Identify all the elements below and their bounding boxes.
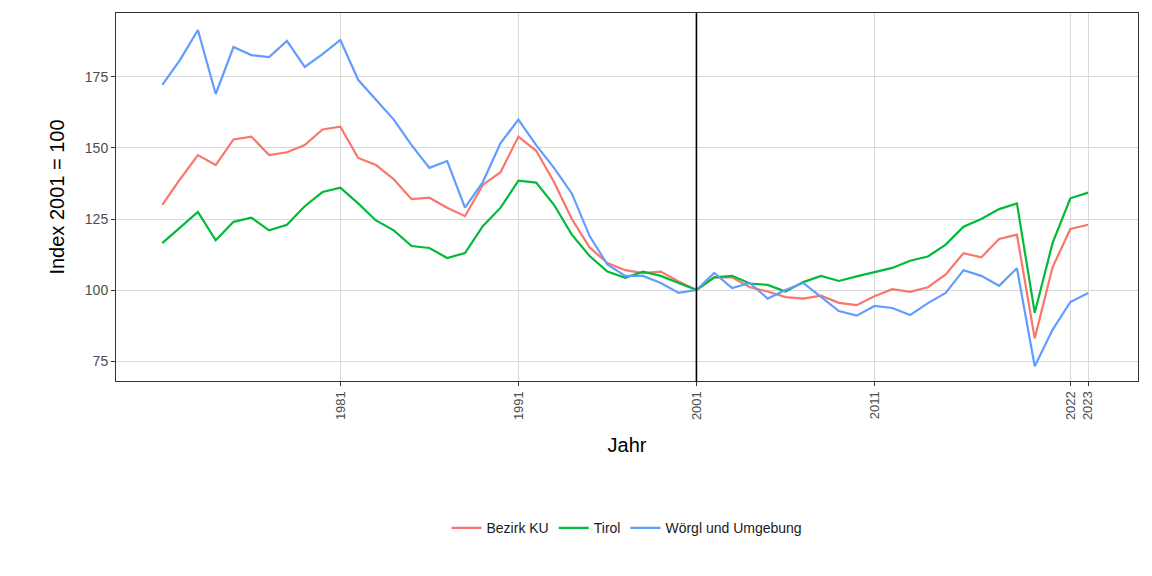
svg-text:Wörgl und Umgebung: Wörgl und Umgebung	[665, 520, 801, 536]
svg-text:175: 175	[85, 69, 109, 85]
svg-text:100: 100	[85, 282, 109, 298]
svg-text:2011: 2011	[867, 391, 882, 419]
svg-text:75: 75	[93, 353, 109, 369]
svg-text:Bezirk KU: Bezirk KU	[487, 520, 549, 536]
svg-text:Jahr: Jahr	[608, 434, 647, 456]
svg-text:2023: 2023	[1080, 391, 1095, 420]
svg-text:Tirol: Tirol	[594, 520, 621, 536]
svg-text:2001: 2001	[689, 391, 704, 420]
svg-text:Index 2001 = 100: Index 2001 = 100	[46, 119, 68, 274]
svg-text:150: 150	[85, 140, 109, 156]
svg-text:125: 125	[85, 211, 109, 227]
svg-text:2022: 2022	[1063, 391, 1078, 420]
svg-text:1981: 1981	[333, 391, 348, 420]
svg-text:1991: 1991	[511, 391, 526, 420]
